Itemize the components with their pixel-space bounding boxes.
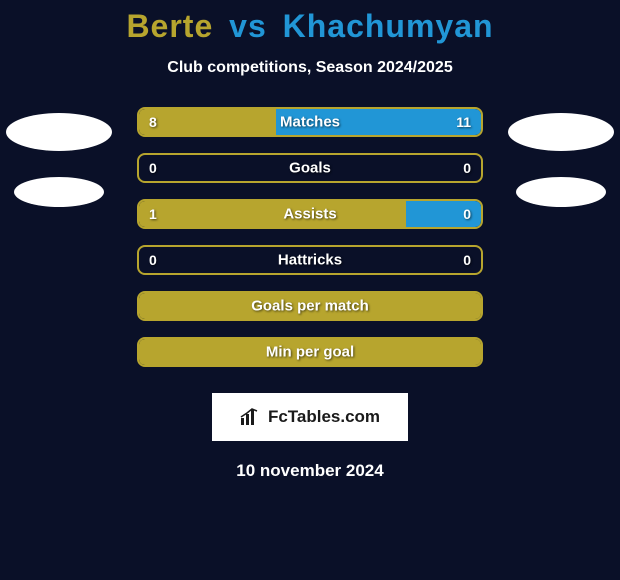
- comparison-card: Berte vs Khachumyan Club competitions, S…: [0, 0, 620, 481]
- bar-fill-left: [139, 201, 406, 227]
- stat-row: Min per goal: [137, 337, 483, 367]
- bar-fill-left: [139, 109, 276, 135]
- stat-value-right: 0: [463, 206, 471, 222]
- stat-row: 0 0 Goals: [137, 153, 483, 183]
- stat-value-left: 0: [149, 252, 157, 268]
- stat-row: 1 0 Assists: [137, 199, 483, 229]
- title-player-left: Berte: [126, 8, 213, 44]
- date-label: 10 november 2024: [0, 461, 620, 481]
- stat-label: Hattricks: [278, 252, 342, 269]
- brand-text: FcTables.com: [268, 407, 380, 427]
- stat-value-right: 11: [456, 114, 471, 130]
- stat-label: Goals per match: [251, 298, 369, 315]
- stat-row: 8 11 Matches: [137, 107, 483, 137]
- left-player-flag: [14, 177, 104, 207]
- stat-bars: 8 11 Matches 0 0 Goals 1 0 Assists 0 0 Hattricks Goa…: [137, 107, 483, 367]
- right-player-column: [505, 107, 617, 207]
- stat-row: 0 0 Hattricks: [137, 245, 483, 275]
- stat-label: Assists: [283, 206, 336, 223]
- bar-chart-icon: [240, 408, 260, 426]
- stat-value-right: 0: [463, 252, 471, 268]
- stat-label: Matches: [280, 114, 340, 131]
- page-title: Berte vs Khachumyan: [0, 8, 620, 45]
- title-vs: vs: [229, 8, 267, 44]
- right-player-avatar: [508, 113, 614, 151]
- subtitle: Club competitions, Season 2024/2025: [0, 59, 620, 77]
- stat-label: Min per goal: [266, 344, 354, 361]
- stat-value-left: 0: [149, 160, 157, 176]
- title-player-right: Khachumyan: [283, 8, 494, 44]
- stat-value-right: 0: [463, 160, 471, 176]
- stat-row: Goals per match: [137, 291, 483, 321]
- comparison-area: 8 11 Matches 0 0 Goals 1 0 Assists 0 0 Hattricks Goa…: [0, 107, 620, 367]
- right-player-flag: [516, 177, 606, 207]
- left-player-column: [3, 107, 115, 207]
- brand-badge: FcTables.com: [212, 393, 408, 441]
- stat-label: Goals: [289, 160, 331, 177]
- stat-value-left: 1: [149, 206, 157, 222]
- left-player-avatar: [6, 113, 112, 151]
- stat-value-left: 8: [149, 114, 157, 130]
